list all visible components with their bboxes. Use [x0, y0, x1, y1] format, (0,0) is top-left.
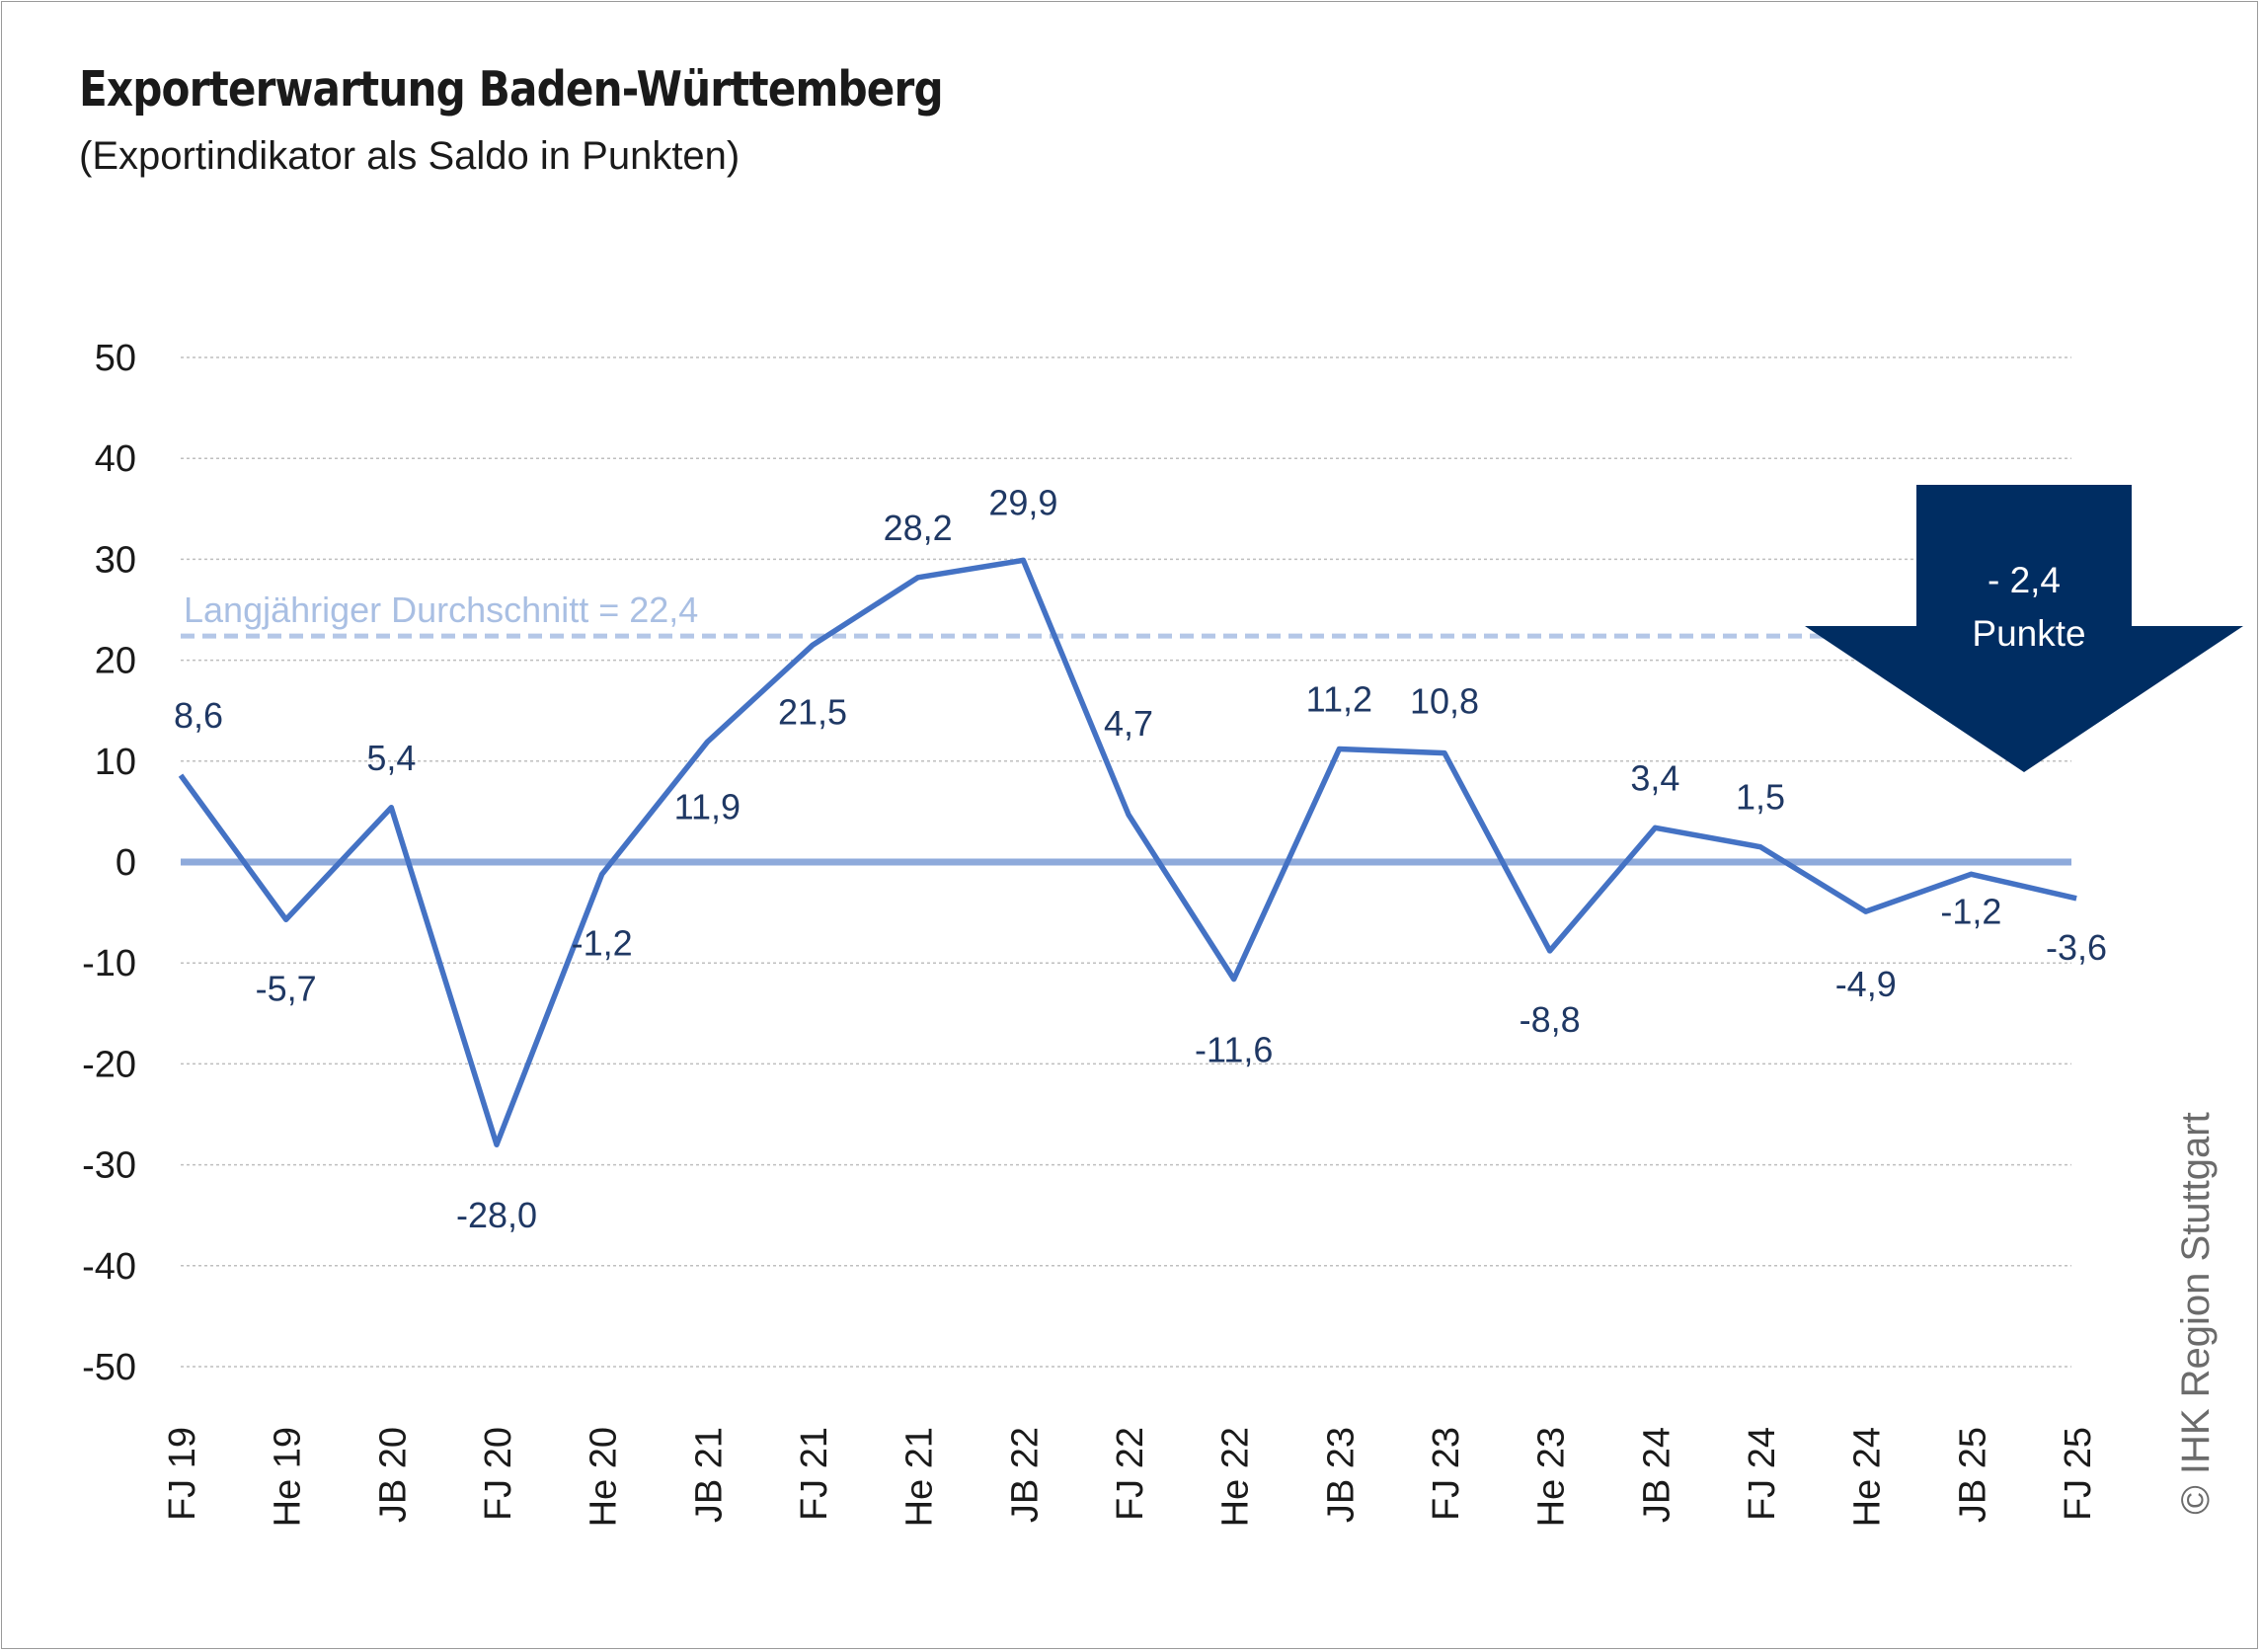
callout-arrow: - 2,4 Punkte [1805, 485, 2243, 772]
data-label: 5,4 [366, 738, 416, 778]
chart-subtitle: (Exportindikator als Saldo in Punkten) [79, 134, 741, 178]
x-tick-label: He 23 [1531, 1427, 1573, 1527]
data-label: 29,9 [988, 482, 1057, 522]
x-tick-label: JB 21 [688, 1427, 730, 1523]
y-tick-label: 20 [95, 641, 136, 682]
data-label: 1,5 [1736, 777, 1785, 818]
data-label: 11,2 [1306, 679, 1372, 720]
data-label: -4,9 [1835, 964, 1897, 1004]
gridlines [181, 356, 2071, 1368]
x-tick-label: FJ 23 [1426, 1427, 1467, 1521]
x-tick-label: JB 23 [1320, 1427, 1362, 1523]
y-tick-label: -10 [82, 943, 136, 984]
data-label: -3,6 [2046, 927, 2107, 968]
data-label: -28,0 [456, 1195, 537, 1235]
y-axis-tick-labels: 50 40 30 20 10 0 -10 -20 -30 -40 -50 [82, 338, 136, 1388]
x-tick-label: He 21 [899, 1427, 941, 1527]
data-label: 21,5 [778, 691, 847, 732]
y-tick-label: -40 [82, 1246, 136, 1288]
x-tick-label: JB 20 [372, 1427, 414, 1523]
x-tick-label: FJ 24 [1742, 1427, 1783, 1521]
data-label: 28,2 [884, 508, 953, 548]
x-tick-label: He 24 [1847, 1427, 1889, 1527]
x-tick-label: He 20 [584, 1427, 625, 1527]
callout-value: - 2,4 [1988, 560, 2061, 600]
data-labels: 8,6 -5,7 5,4 -28,0 -1,2 11,9 21,5 28,2 29,9 4,7 -1… [174, 482, 2107, 1235]
x-tick-label: FJ 20 [478, 1427, 519, 1521]
x-tick-label: JB 22 [1004, 1427, 1046, 1523]
data-label: 10,8 [1410, 681, 1479, 722]
series-line [178, 557, 2077, 1147]
data-label: 3,4 [1630, 757, 1679, 798]
y-tick-label: 50 [95, 338, 136, 379]
chart-title: Exporterwartung Baden-Württemberg [79, 61, 944, 118]
y-tick-label: -20 [82, 1044, 136, 1085]
x-axis-tick-labels: FJ 19 He 19 JB 20 FJ 20 He 20 JB 21 FJ 21 He 21… [162, 1427, 2099, 1527]
callout-unit: Punkte [1972, 613, 2085, 654]
y-tick-label: -30 [82, 1145, 136, 1187]
data-label: -11,6 [1195, 1030, 1273, 1070]
y-tick-label: -50 [82, 1347, 136, 1388]
data-label: -1,2 [572, 922, 633, 963]
data-label: -5,7 [256, 968, 317, 1008]
x-tick-label: FJ 22 [1110, 1427, 1151, 1521]
x-tick-label: FJ 21 [794, 1427, 835, 1521]
average-label: Langjähriger Durchschnitt = 22,4 [184, 590, 698, 630]
data-label: 11,9 [674, 786, 741, 826]
data-label: 8,6 [174, 695, 223, 736]
y-tick-label: 0 [116, 842, 136, 884]
x-tick-label: He 22 [1215, 1427, 1257, 1527]
copyright-note: © IHK Region Stuttgart [2174, 1112, 2218, 1514]
down-arrow-icon [1805, 485, 2243, 772]
y-tick-label: 40 [95, 438, 136, 480]
y-tick-label: 30 [95, 539, 136, 581]
x-tick-label: JB 25 [1952, 1427, 1993, 1523]
y-tick-label: 10 [95, 742, 136, 783]
x-tick-label: FJ 25 [2058, 1427, 2099, 1521]
x-tick-label: JB 24 [1636, 1427, 1677, 1523]
data-label: -1,2 [1940, 891, 2001, 931]
data-label: 4,7 [1104, 703, 1153, 744]
x-tick-label: He 19 [268, 1427, 309, 1527]
x-tick-label: FJ 19 [162, 1427, 203, 1521]
data-label: -8,8 [1520, 999, 1581, 1040]
